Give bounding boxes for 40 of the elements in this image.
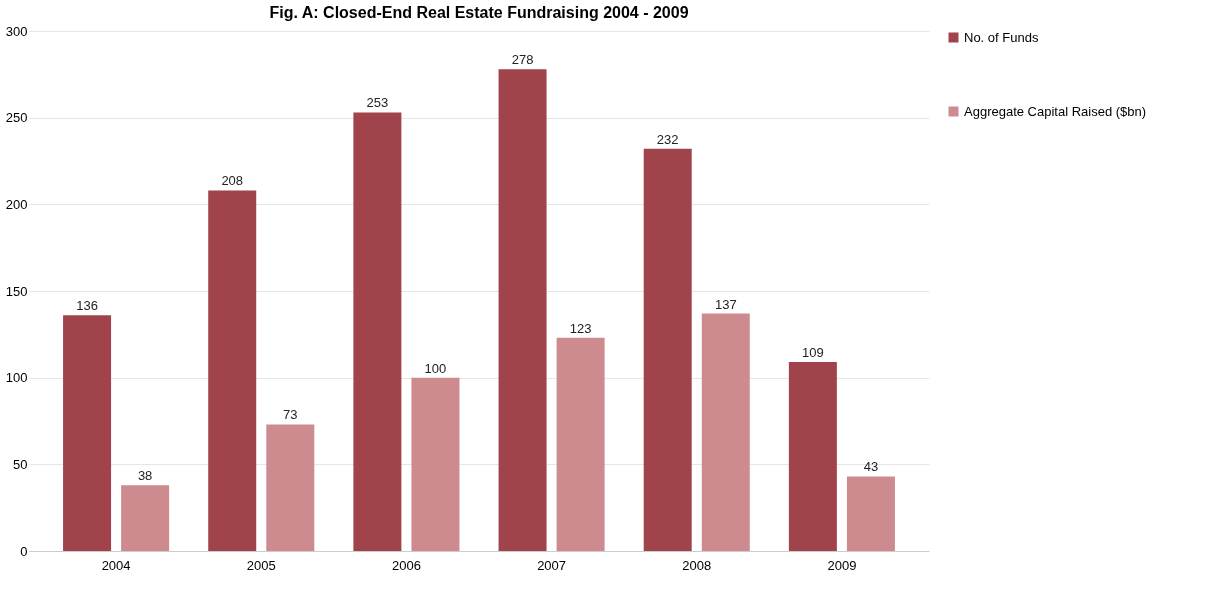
data-label: 278 xyxy=(511,52,534,68)
data-label: 43 xyxy=(863,459,879,475)
y-tick-label: 300 xyxy=(5,23,28,39)
x-tick-label: 2007 xyxy=(537,557,567,573)
x-tick-label: 2008 xyxy=(682,557,712,573)
bar xyxy=(556,337,605,551)
chart-title: Fig. A: Closed-End Real Estate Fundraising 2004 - 2009 xyxy=(269,4,689,21)
data-label: 38 xyxy=(137,468,153,484)
legend-label: No. of Funds xyxy=(964,29,1039,45)
data-label: 137 xyxy=(714,296,737,312)
data-label: 100 xyxy=(424,360,447,376)
bar xyxy=(643,148,692,551)
y-tick-label: 150 xyxy=(5,283,28,299)
bar xyxy=(63,315,112,551)
bar xyxy=(846,476,895,551)
y-tick-label: 50 xyxy=(13,456,28,472)
bar xyxy=(208,190,257,551)
bar xyxy=(411,377,460,551)
y-tick-label: 250 xyxy=(5,110,28,126)
y-tick-label: 200 xyxy=(5,196,28,212)
bar xyxy=(788,362,837,551)
y-tick-label: 0 xyxy=(20,543,28,559)
x-tick-label: 2005 xyxy=(246,557,276,573)
y-tick-label: 100 xyxy=(5,370,28,386)
data-label: 253 xyxy=(366,95,389,111)
bar xyxy=(353,112,402,551)
x-tick-label: 2009 xyxy=(827,557,857,573)
bar xyxy=(498,69,547,551)
x-tick-label: 2006 xyxy=(391,557,421,573)
data-label: 232 xyxy=(656,131,679,147)
bar xyxy=(121,485,170,551)
data-label: 73 xyxy=(283,407,298,423)
data-label: 123 xyxy=(569,320,592,336)
bar xyxy=(701,313,750,551)
bar xyxy=(266,424,315,551)
legend-label: Aggregate Capital Raised ($bn) xyxy=(964,103,1147,119)
data-label: 109 xyxy=(802,345,824,361)
x-tick-label: 2004 xyxy=(101,557,131,573)
data-label: 136 xyxy=(76,298,98,314)
data-label: 208 xyxy=(221,173,244,189)
